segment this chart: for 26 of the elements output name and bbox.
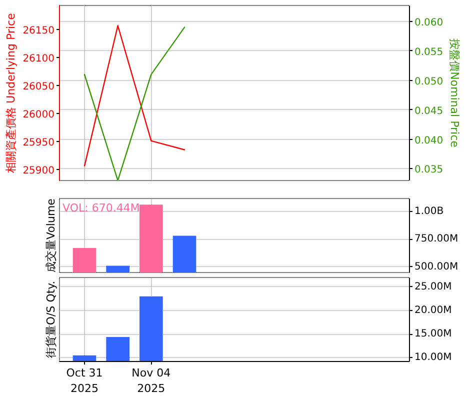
y2-tick-label: 1.00B: [414, 206, 444, 217]
y-axis-title: 相關資產價格 Underlying Price: [4, 12, 18, 173]
y-tick-label: 26150: [22, 26, 54, 37]
y-tick-label: 26000: [22, 109, 54, 120]
annotation: VOL: 670.44M: [62, 202, 140, 214]
y2-tick-label: 0.055: [414, 46, 444, 58]
y2-tick-label: 20.00M: [414, 305, 452, 316]
y-tick-label: 25950: [22, 137, 54, 148]
y2-tick-label: 0.040: [414, 135, 444, 146]
y2-tick-label: 0.035: [414, 164, 444, 176]
y-axis-title: 成交量Volume: [44, 198, 58, 272]
y2-tick-label: 0.060: [414, 17, 444, 28]
y-tick-label: 25900: [22, 165, 54, 176]
y-tick-label: 26050: [22, 81, 54, 92]
y-tick-label: 26100: [22, 53, 54, 64]
x-tick-label: Oct 31 2025: [66, 366, 103, 396]
y-axis-title: 街貨量O/S Qty.: [44, 280, 58, 358]
y2-tick-label: 10.00M: [414, 352, 452, 364]
y2-tick-label: 25.00M: [414, 281, 452, 292]
x-tick-label: Nov 04 2025: [132, 366, 171, 396]
y2-tick-label: 15.00M: [414, 328, 452, 340]
y2-axis-title: 按盤價Nominal Price: [448, 38, 462, 148]
y2-tick-label: 750.00M: [414, 234, 458, 245]
y2-tick-label: 500.00M: [414, 261, 458, 272]
y2-tick-label: 0.045: [414, 106, 444, 117]
y2-tick-label: 0.050: [414, 76, 444, 88]
